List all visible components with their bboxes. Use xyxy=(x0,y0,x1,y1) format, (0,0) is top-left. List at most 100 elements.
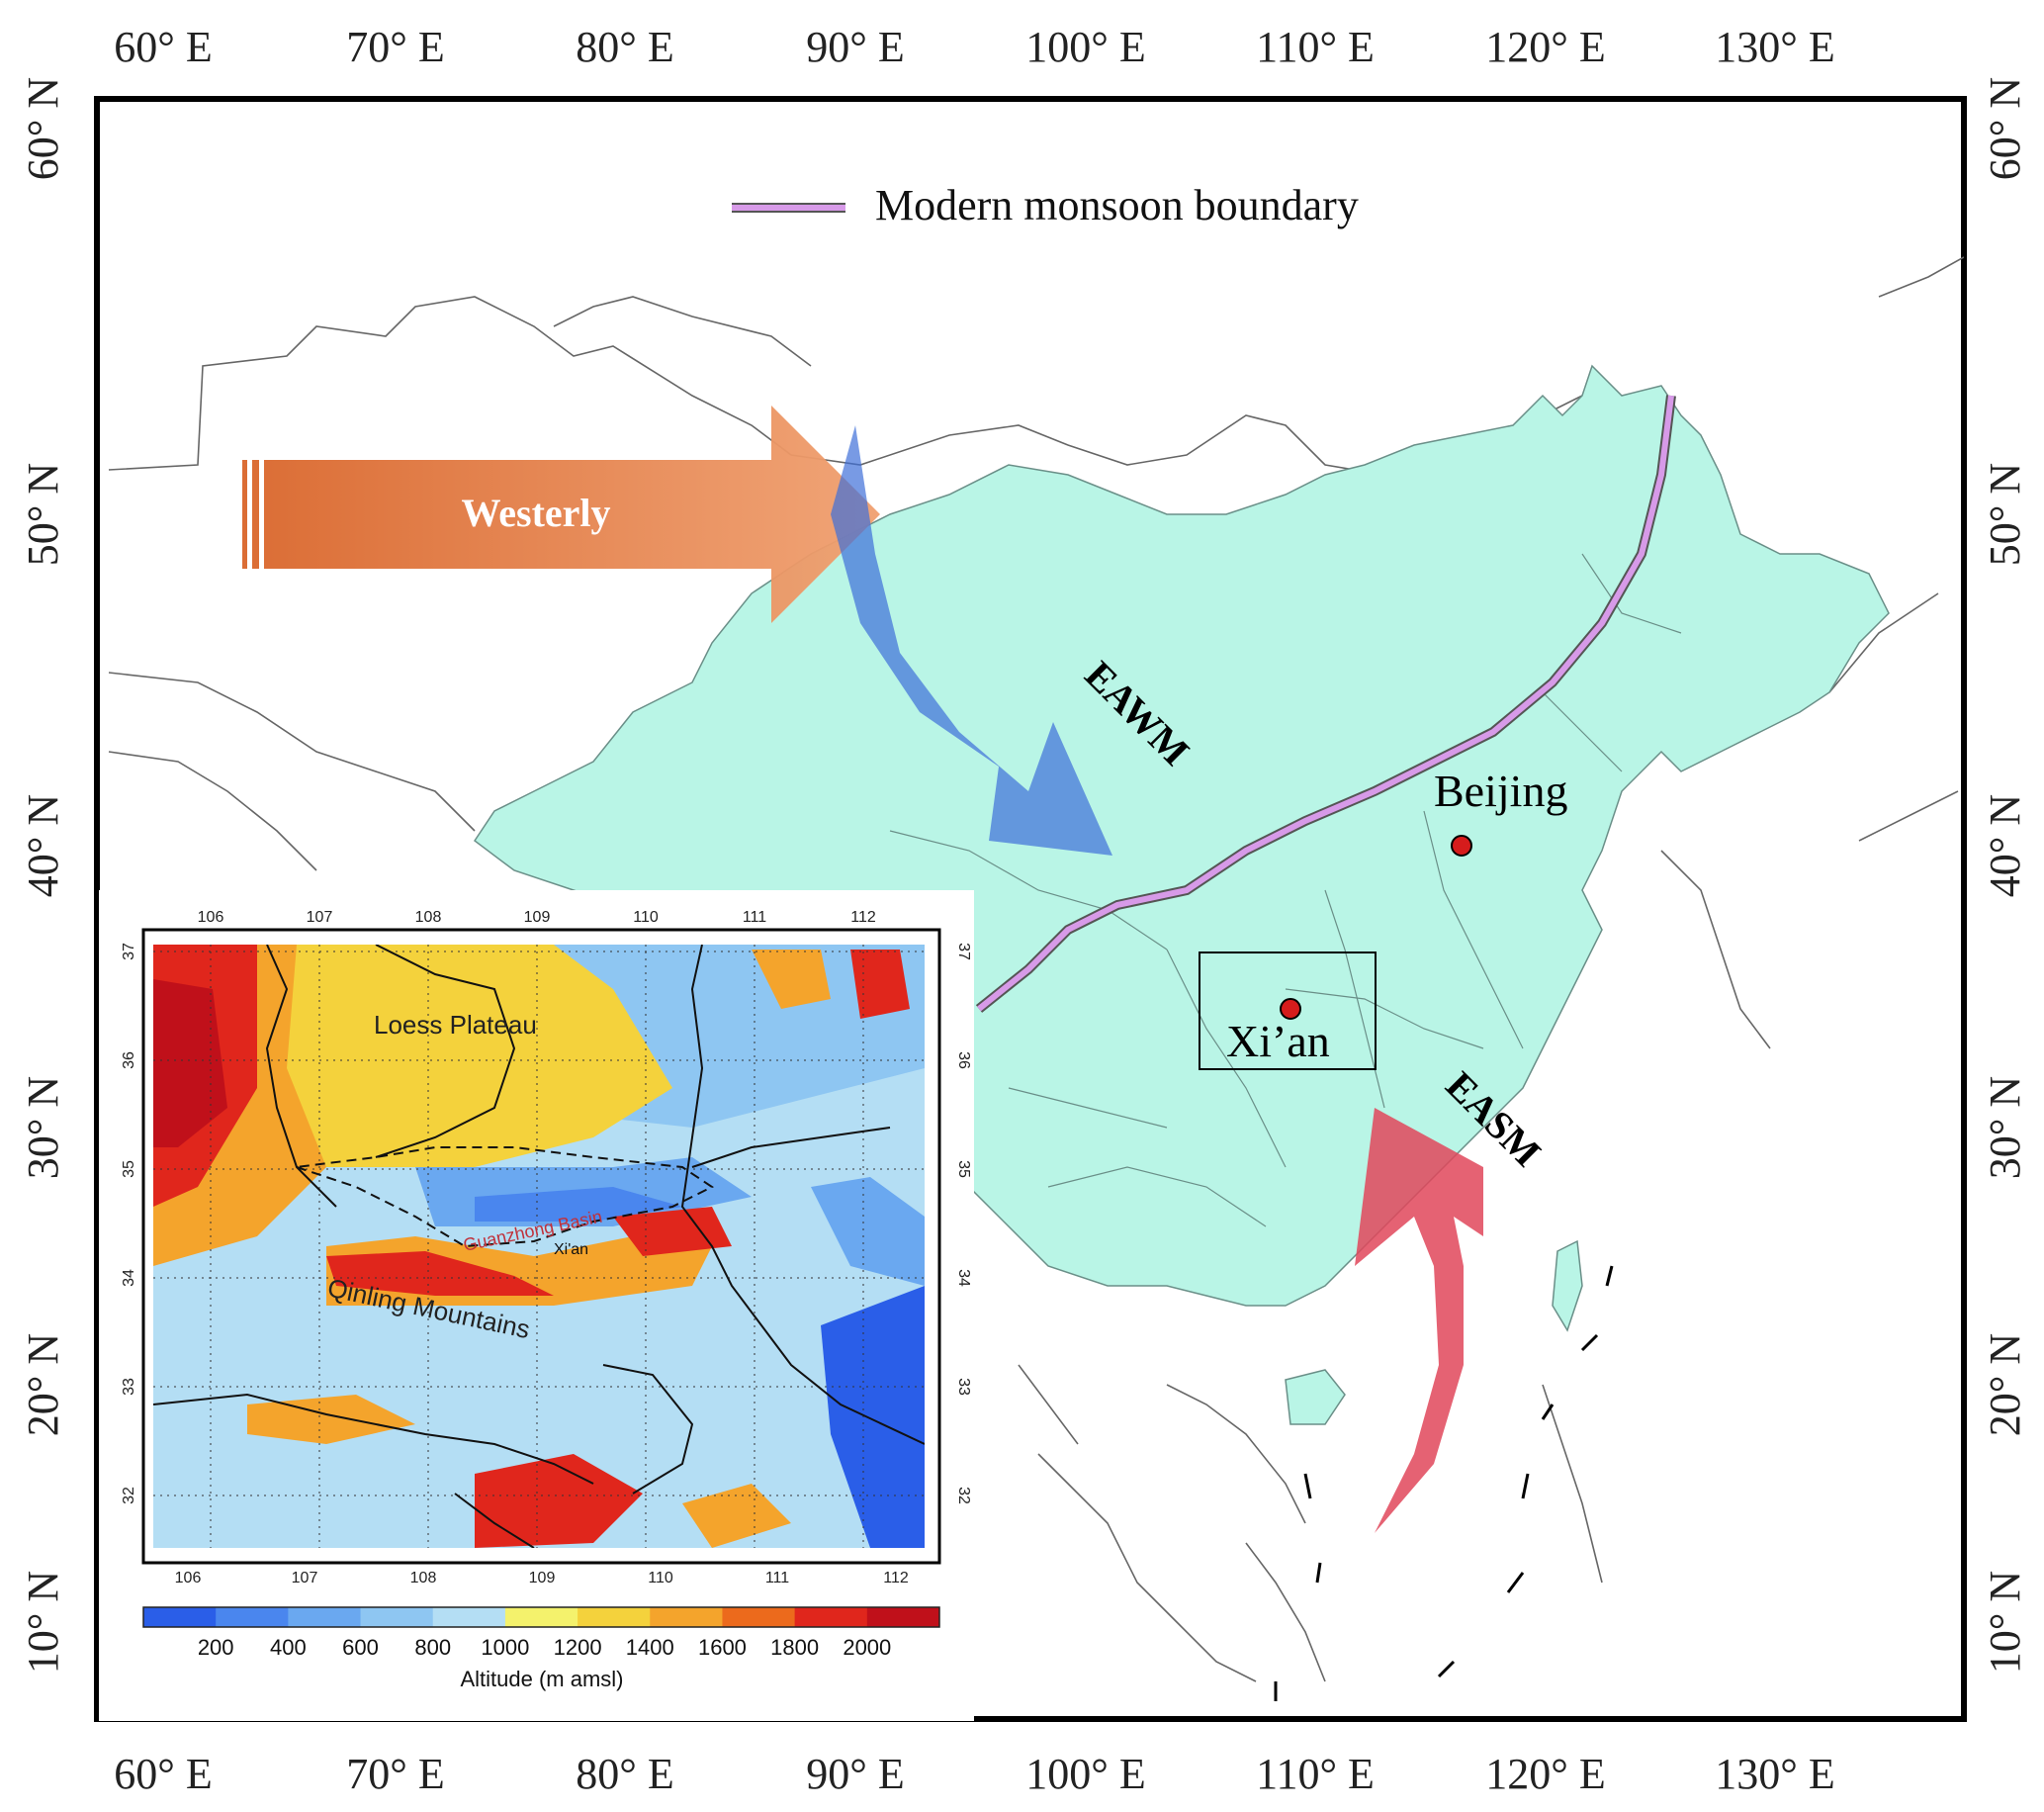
inset-left-ticks: 37 36 35 34 33 32 xyxy=(121,943,137,1504)
inset-lon-tick-top: 112 xyxy=(850,909,876,926)
inset-lat-tick-left: 34 xyxy=(121,1269,137,1287)
colorbar-segment xyxy=(794,1607,868,1627)
colorbar-ticks: 200 400 600 800 1000 1200 1400 1600 1800 2000 xyxy=(198,1635,891,1660)
lon-label-top: 120° E xyxy=(1485,23,1605,71)
inset-lon-tick-top: 108 xyxy=(415,909,442,926)
xian-label: Xi’an xyxy=(1226,1016,1330,1066)
colorbar xyxy=(142,1606,940,1628)
lon-label-top: 110° E xyxy=(1256,23,1375,71)
inset-lat-tick-left: 32 xyxy=(121,1487,137,1504)
colorbar-segment xyxy=(866,1607,940,1627)
colorbar-tick: 200 xyxy=(198,1635,234,1660)
xian-marker xyxy=(1280,998,1301,1020)
study-area-box xyxy=(1199,951,1377,1070)
westerly-label: Westerly xyxy=(461,491,610,535)
inset-borders xyxy=(153,945,925,1548)
loess-label: Loess Plateau xyxy=(374,1010,537,1040)
inset-lon-tick-bottom: 110 xyxy=(648,1570,673,1586)
colorbar-segment xyxy=(504,1607,578,1627)
colorbar-tick: 1600 xyxy=(698,1635,747,1660)
inset-map: Loess Plateau Guanzhong Basin Xi'an Qinl… xyxy=(99,890,974,1721)
inset-lat-tick-left: 33 xyxy=(121,1378,137,1396)
colorbar-border xyxy=(142,1606,940,1628)
legend-label: Modern monsoon boundary xyxy=(875,181,1359,229)
easm-arrow xyxy=(1355,1108,1483,1533)
inset-lon-tick-top: 109 xyxy=(524,909,551,926)
lat-label-right: 30° N xyxy=(1981,1076,2029,1179)
inset-right-ticks: 37 36 35 34 33 32 xyxy=(955,943,972,1504)
colorbar-segment xyxy=(722,1607,796,1627)
colorbar-tick: 1000 xyxy=(481,1635,529,1660)
inset-lat-tick-right: 36 xyxy=(955,1051,972,1069)
lon-label-bottom: 110° E xyxy=(1256,1750,1375,1798)
colorbar-segment xyxy=(360,1607,434,1627)
inset-lon-tick-bottom: 111 xyxy=(765,1570,789,1586)
beijing-marker xyxy=(1451,835,1472,857)
lon-label-top: 60° E xyxy=(114,23,212,71)
lon-labels-bottom: 60° E 70° E 80° E 90° E 100° E 110° E 120° E 13… xyxy=(114,1750,1834,1798)
lat-label-left: 30° N xyxy=(19,1076,67,1179)
inset-lon-tick-top: 111 xyxy=(743,909,766,926)
inset-lat-tick-right: 37 xyxy=(955,943,972,960)
lon-label-bottom: 90° E xyxy=(806,1750,904,1798)
colorbar-tick: 400 xyxy=(270,1635,307,1660)
country-borders xyxy=(108,256,1964,1682)
inset-lon-tick-top: 110 xyxy=(633,909,659,926)
lat-label-right: 10° N xyxy=(1981,1571,2029,1674)
inset-lat-tick-right: 33 xyxy=(955,1378,972,1396)
inset-lat-tick-left: 35 xyxy=(121,1160,137,1178)
beijing-label: Beijing xyxy=(1434,766,1567,816)
lon-label-top: 130° E xyxy=(1715,23,1834,71)
inset-lon-tick-bottom: 107 xyxy=(292,1570,318,1586)
lon-label-bottom: 80° E xyxy=(576,1750,673,1798)
lat-labels-left: 60° N 50° N 40° N 30° N 20° N 10° N xyxy=(19,77,67,1674)
lat-label-left: 50° N xyxy=(19,463,67,566)
inset-lon-tick-bottom: 106 xyxy=(175,1570,202,1586)
inset-lat-tick-left: 37 xyxy=(121,943,137,960)
colorbar-tick: 1200 xyxy=(554,1635,602,1660)
inset-lat-tick-right: 34 xyxy=(955,1269,972,1287)
colorbar-segment xyxy=(143,1607,217,1627)
colorbar-tick: 1800 xyxy=(770,1635,819,1660)
eawm-arrow xyxy=(831,425,1112,856)
lat-label-right: 60° N xyxy=(1981,77,2029,180)
inset-lon-tick-top: 107 xyxy=(307,909,333,926)
inset-lon-tick-bottom: 108 xyxy=(410,1570,437,1586)
lat-label-right: 40° N xyxy=(1981,794,2029,897)
lon-label-top: 90° E xyxy=(806,23,904,71)
lat-label-left: 40° N xyxy=(19,794,67,897)
lat-label-left: 10° N xyxy=(19,1571,67,1674)
lat-label-right: 50° N xyxy=(1981,463,2029,566)
lat-label-left: 60° N xyxy=(19,77,67,180)
inset-xian-label: Xi'an xyxy=(554,1241,588,1258)
lon-labels-top: 60° E 70° E 80° E 90° E 100° E 110° E 120° E 13… xyxy=(114,23,1834,71)
taiwan-island xyxy=(1552,1239,1583,1332)
colorbar-tick: 1400 xyxy=(626,1635,674,1660)
inset-lon-tick-bottom: 112 xyxy=(883,1570,909,1586)
colorbar-tick: 800 xyxy=(414,1635,451,1660)
lon-label-bottom: 70° E xyxy=(346,1750,444,1798)
inset-frame xyxy=(141,928,941,1565)
basin-outline xyxy=(296,1146,714,1248)
china-territory xyxy=(473,364,1890,1307)
colorbar-tick: 2000 xyxy=(843,1635,891,1660)
inset-lat-tick-left: 36 xyxy=(121,1051,137,1069)
colorbar-segment xyxy=(216,1607,289,1627)
colorbar-segment xyxy=(432,1607,506,1627)
legend: Modern monsoon boundary xyxy=(732,181,1359,229)
lon-label-bottom: 100° E xyxy=(1025,1750,1145,1798)
colorbar-title: Altitude (m amsl) xyxy=(460,1667,623,1691)
lat-label-left: 20° N xyxy=(19,1333,67,1436)
inset-bottom-ticks: 106 107 108 109 110 111 112 xyxy=(175,1570,909,1586)
westerly-arrow: Westerly xyxy=(242,406,880,623)
inset-top-ticks: 106 107 108 109 110 111 112 xyxy=(198,909,876,926)
lon-label-top: 70° E xyxy=(346,23,444,71)
lon-label-top: 80° E xyxy=(576,23,673,71)
hainan-island xyxy=(1285,1369,1346,1425)
lon-label-bottom: 120° E xyxy=(1485,1750,1605,1798)
sea-boundary xyxy=(1274,1265,1614,1701)
monsoon-boundary-line xyxy=(975,395,1676,1013)
inset-lon-tick-bottom: 109 xyxy=(529,1570,556,1586)
colorbar-tick: 600 xyxy=(342,1635,379,1660)
